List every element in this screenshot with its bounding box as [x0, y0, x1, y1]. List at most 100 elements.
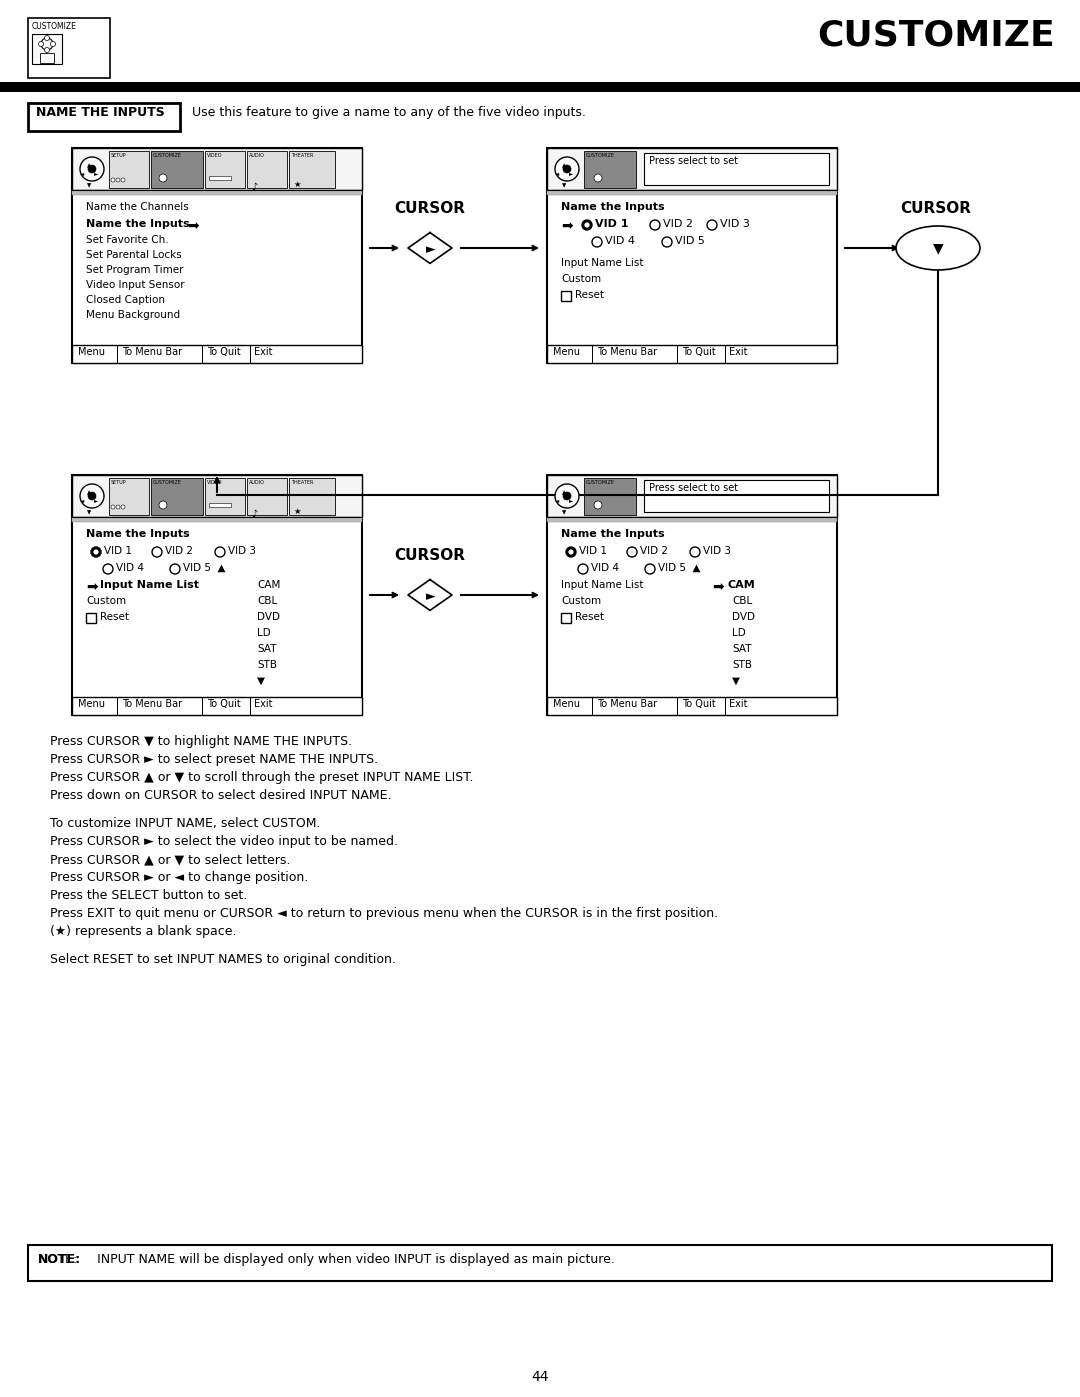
Bar: [109, 151, 149, 189]
Text: Name the Inputs: Name the Inputs: [561, 203, 664, 212]
Text: NOTE:: NOTE:: [38, 1253, 81, 1266]
Text: AUDIO: AUDIO: [249, 481, 265, 485]
Text: CBL: CBL: [732, 597, 753, 606]
Text: ►: ►: [569, 497, 573, 503]
Text: VID 4: VID 4: [116, 563, 144, 573]
Text: ►: ►: [94, 170, 98, 176]
Bar: [205, 478, 245, 515]
Text: CAM: CAM: [257, 580, 281, 590]
Text: Set Favorite Ch.: Set Favorite Ch.: [86, 235, 168, 244]
Text: CAM: CAM: [727, 580, 755, 590]
Text: VID 1: VID 1: [579, 546, 607, 556]
Bar: [72, 517, 362, 522]
Text: ▼: ▼: [562, 510, 566, 515]
Circle shape: [152, 548, 162, 557]
Text: ▼: ▼: [86, 510, 91, 515]
Circle shape: [555, 156, 579, 182]
Circle shape: [578, 564, 588, 574]
Circle shape: [80, 156, 104, 182]
Text: ▲: ▲: [86, 163, 91, 168]
Text: LD: LD: [732, 629, 746, 638]
Text: SAT: SAT: [257, 644, 276, 654]
Bar: [644, 481, 829, 511]
Text: Press CURSOR ▲ or ▼ to select letters.: Press CURSOR ▲ or ▼ to select letters.: [50, 854, 291, 866]
Bar: [584, 478, 636, 515]
Circle shape: [645, 564, 654, 574]
Text: ▼: ▼: [732, 676, 740, 686]
Polygon shape: [408, 232, 453, 264]
Text: 44: 44: [531, 1370, 549, 1384]
Bar: [28, 18, 110, 78]
Text: VID 2: VID 2: [165, 546, 193, 556]
Text: To Quit: To Quit: [207, 698, 241, 710]
Bar: [289, 151, 335, 189]
Text: Input Name List: Input Name List: [561, 580, 644, 590]
Text: ➡: ➡: [187, 219, 199, 233]
Text: THEATER: THEATER: [291, 154, 313, 158]
Text: Reset: Reset: [575, 291, 604, 300]
Text: SETUP: SETUP: [111, 481, 126, 485]
Text: ▲: ▲: [562, 163, 566, 168]
Text: VID 4: VID 4: [605, 236, 635, 246]
Text: SAT: SAT: [732, 644, 752, 654]
Text: Input Name List: Input Name List: [100, 580, 199, 590]
Text: ►: ►: [426, 590, 435, 604]
Circle shape: [170, 564, 180, 574]
Bar: [40, 53, 54, 63]
Bar: [109, 478, 149, 515]
Text: Reset: Reset: [575, 612, 604, 622]
Circle shape: [44, 35, 50, 41]
Polygon shape: [408, 580, 453, 610]
Text: VID 2: VID 2: [663, 219, 693, 229]
Text: ▼: ▼: [933, 242, 944, 256]
Text: VID 1: VID 1: [104, 546, 132, 556]
Text: VID 5  ▲: VID 5 ▲: [183, 563, 226, 573]
Text: ★: ★: [293, 507, 300, 515]
Bar: [205, 151, 245, 189]
Circle shape: [563, 492, 571, 500]
Text: Set Program Timer: Set Program Timer: [86, 265, 184, 275]
Circle shape: [584, 222, 590, 228]
Text: Menu: Menu: [78, 346, 105, 358]
Circle shape: [592, 237, 602, 247]
Text: (★) represents a blank space.: (★) represents a blank space.: [50, 925, 237, 937]
Circle shape: [121, 504, 125, 509]
Circle shape: [707, 219, 717, 231]
Circle shape: [568, 549, 573, 555]
Text: CUSTOMIZE: CUSTOMIZE: [153, 481, 183, 485]
Bar: [546, 345, 837, 363]
Circle shape: [93, 549, 99, 555]
Text: To Quit: To Quit: [207, 346, 241, 358]
Ellipse shape: [896, 226, 980, 270]
Text: CUSTOMIZE: CUSTOMIZE: [153, 154, 183, 158]
Circle shape: [116, 504, 120, 509]
Circle shape: [627, 548, 637, 557]
Text: ◄: ◄: [555, 170, 559, 176]
Text: ◄: ◄: [80, 170, 84, 176]
Circle shape: [44, 47, 50, 53]
Circle shape: [594, 175, 602, 182]
Bar: [546, 190, 837, 196]
Circle shape: [215, 548, 225, 557]
Text: CURSOR: CURSOR: [394, 548, 465, 563]
Bar: [72, 148, 362, 190]
Text: VIDEO: VIDEO: [207, 154, 222, 158]
Text: Exit: Exit: [729, 698, 747, 710]
Text: Press CURSOR ► to select preset NAME THE INPUTS.: Press CURSOR ► to select preset NAME THE…: [50, 753, 378, 766]
Text: THEATER: THEATER: [291, 481, 313, 485]
Bar: [86, 613, 96, 623]
Text: CURSOR: CURSOR: [900, 201, 971, 217]
Text: CUSTOMIZE: CUSTOMIZE: [586, 154, 615, 158]
Circle shape: [582, 219, 592, 231]
Text: Set Parental Locks: Set Parental Locks: [86, 250, 181, 260]
Text: To Menu Bar: To Menu Bar: [597, 346, 657, 358]
Bar: [546, 475, 837, 517]
Text: To Menu Bar: To Menu Bar: [122, 698, 183, 710]
Circle shape: [555, 483, 579, 509]
Text: ▲: ▲: [86, 490, 91, 495]
Bar: [561, 613, 571, 623]
Text: Press CURSOR ► to select the video input to be named.: Press CURSOR ► to select the video input…: [50, 835, 399, 848]
Text: CUSTOMIZE: CUSTOMIZE: [818, 18, 1055, 52]
Text: Press CURSOR ► or ◄ to change position.: Press CURSOR ► or ◄ to change position.: [50, 870, 308, 884]
Text: CURSOR: CURSOR: [394, 201, 465, 217]
